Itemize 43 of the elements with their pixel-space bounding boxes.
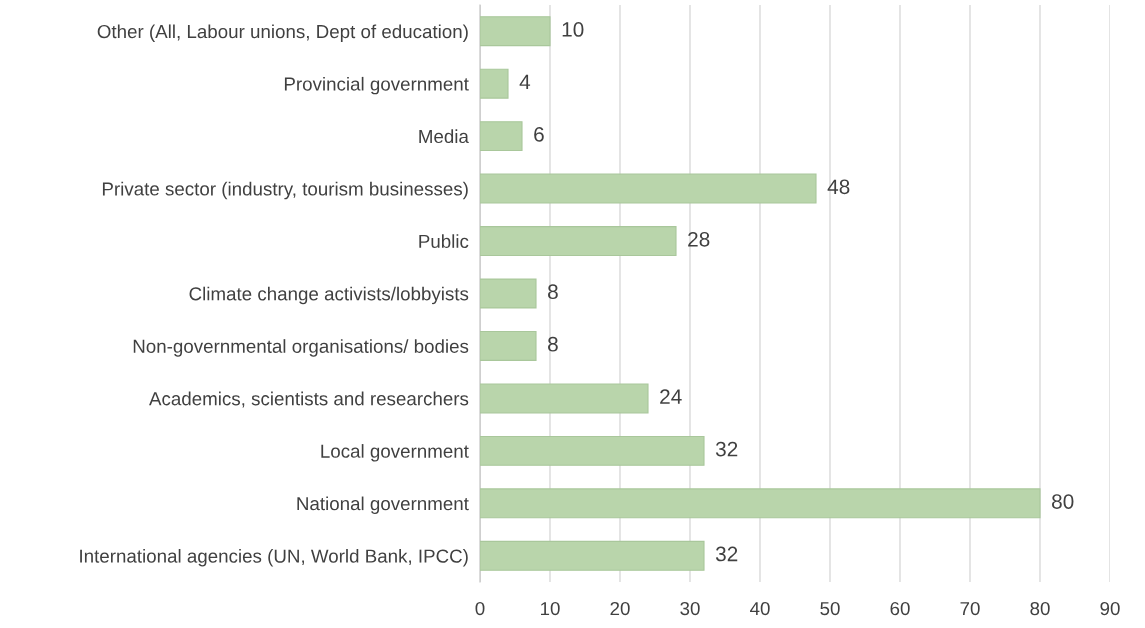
data-label: 80 (1052, 494, 1074, 509)
y-tick-label: Media (419, 129, 469, 144)
data-label: 10 (562, 22, 584, 37)
y-tick-label: Other (All, Labour unions, Dept of education) (97, 24, 468, 42)
y-tick-label: Public (419, 234, 469, 249)
bar (480, 16, 551, 47)
data-label: 32 (715, 441, 738, 457)
bar (480, 68, 509, 99)
bar (480, 278, 537, 309)
x-tick-label: 70 (960, 601, 980, 616)
x-tick-label: 90 (1100, 601, 1120, 616)
bar (480, 121, 523, 152)
bar (480, 435, 705, 466)
x-tick-label: 60 (890, 601, 910, 616)
y-tick-label: Academics, scientists and researchers (149, 391, 469, 408)
y-tick-label: National government (297, 496, 469, 514)
data-label: 6 (534, 126, 544, 142)
data-label: 8 (548, 284, 558, 300)
y-tick-label: Climate change activists/lobbyists (189, 286, 469, 305)
x-tick-label: 10 (541, 601, 560, 616)
y-tick-label: Local government (321, 444, 469, 462)
data-label: 28 (688, 231, 710, 247)
data-label: 24 (660, 389, 682, 404)
bar (480, 173, 817, 204)
x-tick-label: 40 (750, 601, 770, 616)
bar (480, 540, 705, 571)
data-label: 48 (827, 179, 850, 195)
bar (480, 383, 649, 414)
bar (480, 488, 1041, 519)
data-label: 8 (548, 336, 558, 352)
bar (480, 226, 677, 257)
y-tick-label: Non-governmental organisations/ bodies (133, 339, 469, 357)
x-tick-label: 20 (610, 601, 630, 616)
x-tick-label: 0 (475, 601, 485, 616)
x-tick-label: 80 (1030, 601, 1050, 616)
y-tick-label: Provincial government (284, 76, 469, 95)
y-tick-label: Private sector (industry, tourism businesses) (102, 181, 468, 200)
x-tick-label: 50 (820, 601, 840, 616)
data-label: 32 (715, 546, 738, 562)
x-tick-label: 30 (680, 601, 700, 616)
bar (480, 330, 537, 361)
data-label: 4 (519, 74, 531, 90)
y-tick-label: International agencies (UN, World Bank, IPCC) (80, 548, 468, 567)
